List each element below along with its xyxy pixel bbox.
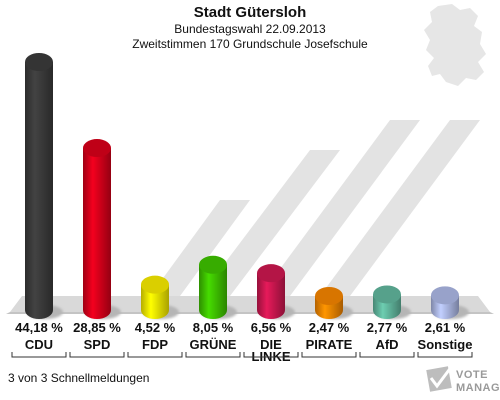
bar-fdp xyxy=(141,275,179,319)
category-label-sonstige: Sonstige xyxy=(418,337,473,352)
value-label-afd: 2,77 % xyxy=(367,320,408,335)
chart-subtitle-district: Zweitstimmen 170 Grundschule Josefschule xyxy=(132,37,368,51)
chart-subtitle-date: Bundestagswahl 22.09.2013 xyxy=(174,22,326,36)
bar-group xyxy=(25,53,469,319)
chart-title: Stadt Gütersloh xyxy=(194,4,307,21)
bar-gr-ne xyxy=(199,255,237,319)
category-bracket-pirate xyxy=(301,352,357,358)
chart-floor-shadow xyxy=(6,312,494,314)
bar-cdu xyxy=(25,53,63,319)
category-bracket-sonstige xyxy=(417,352,473,358)
svg-text:MANAGER: MANAGER xyxy=(456,382,500,394)
category-bracket-die-linke xyxy=(243,352,299,358)
bar-afd xyxy=(373,285,411,319)
category-label-fdp: FDP xyxy=(142,337,168,352)
vote-manager-logo: VOTE MANAGER xyxy=(426,365,500,394)
value-label-gr-ne: 8,05 % xyxy=(193,320,234,335)
watermark-stripes xyxy=(150,120,480,296)
value-label-spd: 28,85 % xyxy=(73,320,121,335)
bar-pirate xyxy=(315,287,353,319)
value-label-die-linke: 6,56 % xyxy=(251,320,292,335)
germany-map-icon xyxy=(424,4,486,86)
value-label-sonstige: 2,61 % xyxy=(425,320,466,335)
category-label-pirate: PIRATE xyxy=(306,337,353,352)
category-bracket-spd xyxy=(69,352,125,358)
value-label-pirate: 2,47 % xyxy=(309,320,350,335)
value-label-fdp: 4,52 % xyxy=(135,320,176,335)
category-bracket-fdp xyxy=(127,352,183,358)
checkmark-icon xyxy=(426,365,454,392)
category-bracket-gr-ne xyxy=(185,352,241,358)
category-bracket-cdu xyxy=(11,352,67,358)
svg-text:VOTE: VOTE xyxy=(456,369,488,381)
category-label-spd: SPD xyxy=(84,337,111,352)
category-label-die-linke-0: DIE xyxy=(260,337,282,352)
bar-sonstige xyxy=(431,286,469,319)
bar-spd xyxy=(83,139,121,319)
category-label-cdu: CDU xyxy=(25,337,53,352)
value-label-group: 44,18 % 28,85 % 4,52 % 8,05 % 6,56 % 2,47 % 2,… xyxy=(15,320,466,335)
bar-die-linke xyxy=(257,264,295,319)
value-label-cdu: 44,18 % xyxy=(15,320,63,335)
status-text: 3 von 3 Schnellmeldungen xyxy=(8,371,149,385)
category-label-gr-ne: GRÜNE xyxy=(190,337,237,352)
category-bracket-afd xyxy=(359,352,415,358)
chart-floor xyxy=(10,296,490,312)
category-label-afd: AfD xyxy=(375,337,398,352)
